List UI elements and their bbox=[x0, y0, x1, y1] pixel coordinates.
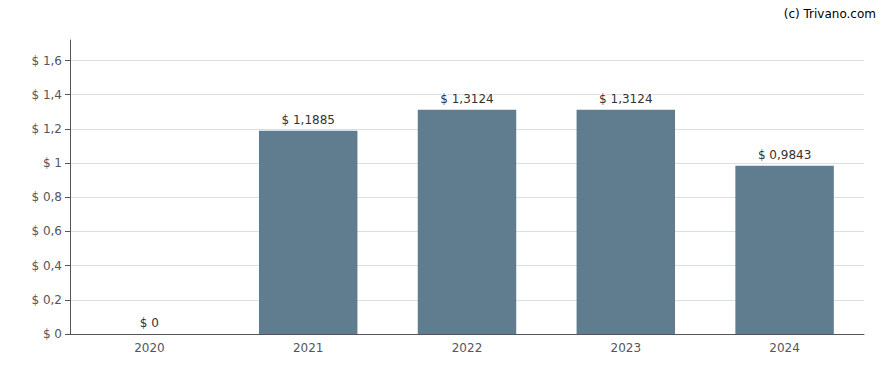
svg-text:$ 1,1885: $ 1,1885 bbox=[281, 113, 334, 127]
svg-text:2022: 2022 bbox=[452, 341, 483, 355]
svg-text:2023: 2023 bbox=[611, 341, 642, 355]
svg-text:$ 0,4: $ 0,4 bbox=[31, 259, 62, 273]
svg-text:$ 1,2: $ 1,2 bbox=[31, 122, 62, 136]
svg-text:$ 0: $ 0 bbox=[43, 327, 62, 341]
svg-text:$ 1,3124: $ 1,3124 bbox=[440, 92, 493, 106]
svg-text:$ 1,4: $ 1,4 bbox=[31, 88, 62, 102]
svg-text:$ 0,8: $ 0,8 bbox=[31, 190, 62, 204]
svg-text:2020: 2020 bbox=[134, 341, 165, 355]
svg-text:$ 0: $ 0 bbox=[140, 316, 159, 330]
svg-text:$ 0,6: $ 0,6 bbox=[31, 224, 62, 238]
svg-text:$ 1: $ 1 bbox=[43, 156, 62, 170]
svg-text:$ 1,6: $ 1,6 bbox=[31, 54, 62, 68]
svg-text:$ 1,3124: $ 1,3124 bbox=[599, 92, 652, 106]
svg-text:2024: 2024 bbox=[769, 341, 800, 355]
svg-text:$ 0,2: $ 0,2 bbox=[31, 293, 62, 307]
svg-text:$ 0,9843: $ 0,9843 bbox=[758, 148, 811, 162]
svg-text:2021: 2021 bbox=[293, 341, 324, 355]
svg-text:(c) Trivano.com: (c) Trivano.com bbox=[784, 7, 876, 21]
